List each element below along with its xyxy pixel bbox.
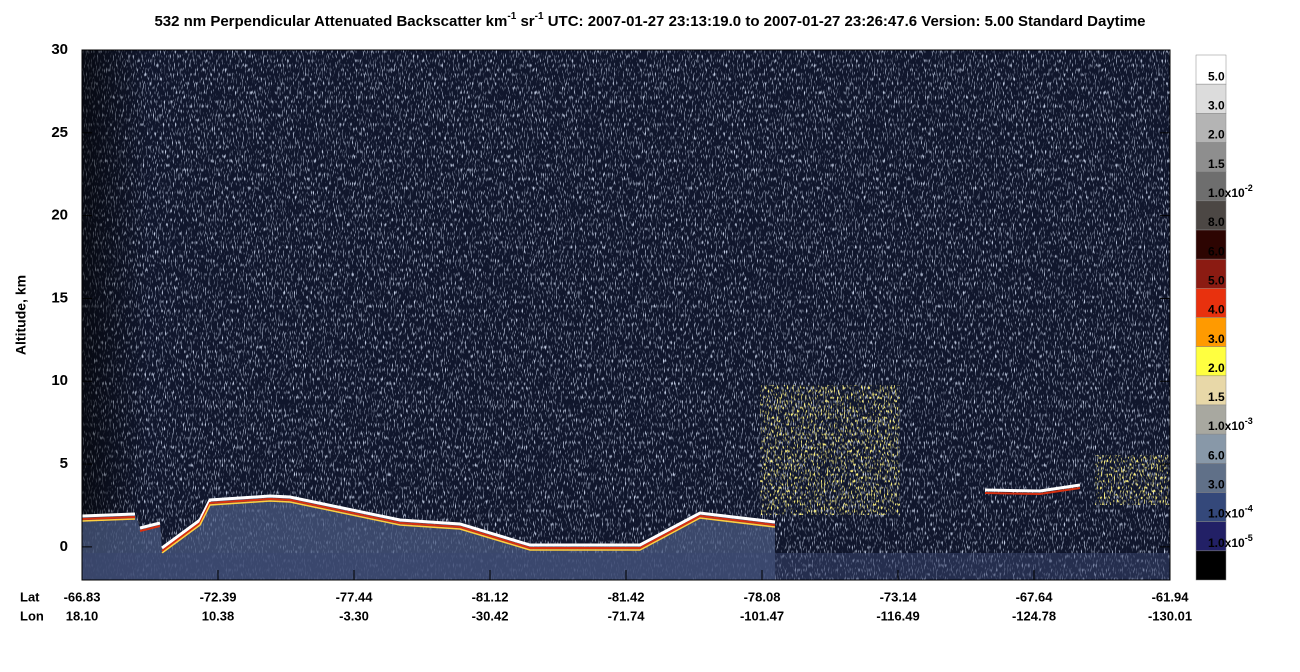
colorbar-box: [1195, 142, 1227, 172]
title-superscript: -1: [507, 11, 516, 22]
x-tick-lon: -116.49: [876, 608, 919, 623]
y-tick-label: 15: [51, 289, 68, 306]
colorbar-label-exponent: -4: [1245, 504, 1253, 514]
y-tick-label: 25: [51, 124, 68, 141]
colorbar-box: [1195, 288, 1227, 318]
colorbar-label-exponent: -5: [1245, 533, 1253, 543]
colorbar-box: [1195, 171, 1227, 202]
colorbar-box: [1195, 550, 1227, 581]
x-tick-lat: -72.39: [200, 589, 237, 604]
x-tick-lon: -71.74: [608, 608, 646, 623]
lat-row-label: Lat: [20, 589, 40, 604]
colorbar-label: 3.0: [1208, 99, 1225, 113]
y-tick-label: 10: [51, 372, 68, 389]
y-tick-label: 20: [51, 207, 68, 224]
x-tick-lat: -73.14: [880, 589, 918, 604]
colorbar-label: 1.5: [1208, 390, 1225, 404]
colorbar-box: [1195, 404, 1227, 435]
colorbar-label: 1.0x10-5: [1208, 533, 1253, 550]
y-tick-label: 0: [60, 538, 68, 555]
colorbar-label-base: 1.0x10: [1208, 419, 1245, 433]
colorbar-label: 2.0: [1208, 361, 1225, 375]
colorbar-label: 3.0: [1208, 332, 1225, 346]
x-tick-lat: -78.08: [744, 589, 781, 604]
x-tick-lon: -124.78: [1012, 608, 1056, 623]
colorbar-label: 1.0x10-4: [1208, 504, 1253, 521]
y-tick-label: 5: [60, 455, 68, 472]
title-superscript: -1: [535, 11, 544, 22]
colorbar-box: [1195, 463, 1227, 493]
colorbar-box: [1195, 54, 1227, 85]
colorbar-label-exponent: -3: [1245, 417, 1253, 427]
colorbar-box: [1195, 433, 1227, 464]
x-tick-lat: -81.42: [608, 589, 645, 604]
colorbar-label-base: 1.0x10: [1208, 186, 1245, 200]
x-tick-lat: -61.94: [1152, 589, 1190, 604]
colorbar-label: 1.5: [1208, 157, 1225, 171]
colorbar-label: 8.0: [1208, 215, 1225, 229]
x-tick-lon: -101.47: [740, 608, 784, 623]
colorbar-label: 5.0: [1208, 69, 1225, 83]
x-tick-lat: -77.44: [336, 589, 374, 604]
colorbar-label: 6.0: [1208, 244, 1225, 258]
colorbar-label-exponent: -2: [1245, 183, 1253, 193]
lon-row-label: Lon: [20, 608, 44, 623]
colorbar-label: 1.0x10-2: [1208, 183, 1253, 200]
colorbar-label: 1.0x10-3: [1208, 417, 1253, 434]
colorbar-label: 3.0: [1208, 478, 1225, 492]
title-part: UTC: 2007-01-27 23:13:19.0 to 2007-01-27…: [544, 13, 1146, 30]
colorbar-box: [1195, 229, 1227, 260]
colorbar-box: [1195, 521, 1227, 552]
x-tick-lat: -81.12: [472, 589, 509, 604]
colorbar-box: [1195, 200, 1227, 231]
colorbar-label-base: 1.0x10: [1208, 507, 1245, 521]
colorbar-box: [1195, 258, 1227, 289]
y-tick-label: 30: [51, 41, 68, 58]
title-part: sr: [516, 13, 535, 30]
colorbar-box: [1195, 113, 1227, 143]
x-tick-lat: -67.64: [1016, 589, 1054, 604]
colorbar-label: 4.0: [1208, 303, 1225, 317]
colorbar-box: [1195, 375, 1227, 406]
x-tick-lat: -66.83: [64, 589, 101, 604]
x-tick-lon: -130.01: [1148, 608, 1192, 623]
colorbar-label: 5.0: [1208, 274, 1225, 288]
y-axis-label: Altitude, km: [13, 275, 29, 355]
title-part: 532 nm Perpendicular Attenuated Backscat…: [154, 13, 507, 30]
curtain-image: [82, 50, 1170, 580]
x-tick-lon: -3.30: [339, 608, 369, 623]
colorbar-box: [1195, 492, 1227, 522]
colorbar-label-base: 1.0x10: [1208, 536, 1245, 550]
colorbar-label: 2.0: [1208, 128, 1225, 142]
colorbar-box: [1195, 83, 1227, 114]
x-tick-lon: -30.42: [472, 608, 509, 623]
chart-title: 532 nm Perpendicular Attenuated Backscat…: [154, 11, 1145, 30]
x-tick-lon: 10.38: [202, 608, 235, 623]
colorbar-box: [1195, 317, 1227, 347]
colorbar-label: 6.0: [1208, 449, 1225, 463]
colorbar-box: [1195, 346, 1227, 377]
x-tick-lon: 18.10: [66, 608, 99, 623]
